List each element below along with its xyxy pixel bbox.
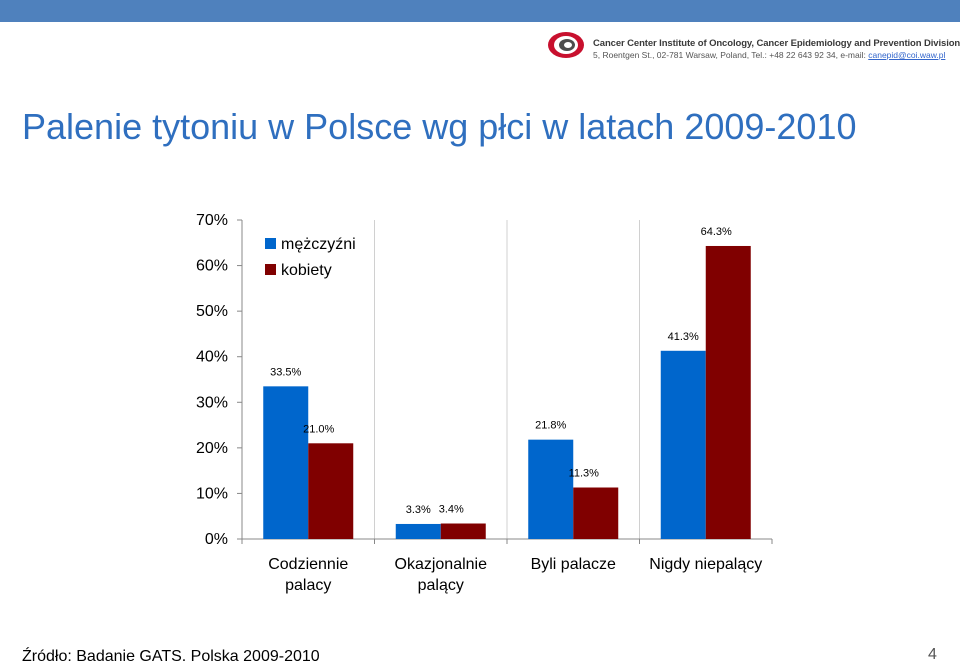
data-label: 41.3% [668,331,699,343]
address-text: 5, Roentgen St., 02-781 Warsaw, Poland, … [593,50,869,60]
y-tick-label: 20% [196,440,228,457]
data-label: 21.8% [535,420,566,432]
data-label: 64.3% [701,226,732,238]
page-number: 4 [928,646,937,663]
institute-logo [548,32,584,58]
legend-swatch-men [265,238,276,249]
data-label: 3.3% [406,504,431,516]
legend-label: kobiety [281,262,332,279]
y-tick-label: 50% [196,303,228,320]
category-label: palacy [285,577,331,594]
category-label: Okazjonalnie [395,556,488,573]
category-label: palący [418,577,464,594]
category-label: Nigdy niepalący [649,556,762,573]
data-label: 33.5% [270,366,301,378]
top-bar [0,0,960,22]
slide-title: Palenie tytoniu w Polsce wg płci w latac… [22,106,857,147]
y-tick-label: 70% [196,212,228,229]
bar-men [263,386,309,539]
email-link[interactable]: canepid@coi.waw.pl [868,50,946,60]
category-label: Codziennie [268,556,348,573]
bar-men [528,439,574,539]
data-label: 3.4% [439,504,464,516]
source-note: Źródło: Badanie GATS. Polska 2009-2010 [22,648,320,665]
organization-info: Cancer Center Institute of Oncology, Can… [593,38,960,60]
organization-name: Cancer Center Institute of Oncology, Can… [593,38,960,49]
y-tick-label: 10% [196,485,228,502]
category-label: Byli palacze [531,556,616,573]
bar-men [395,523,441,539]
data-label: 11.3% [569,468,600,480]
y-tick-label: 30% [196,394,228,411]
bar-women [573,487,619,539]
bar-women [308,443,354,539]
data-label: 21.0% [303,423,334,435]
y-tick-label: 0% [205,531,228,548]
y-tick-label: 60% [196,258,228,275]
y-tick-label: 40% [196,349,228,366]
legend-label: mężczyźni [281,236,356,253]
organization-address: 5, Roentgen St., 02-781 Warsaw, Poland, … [593,50,953,60]
bar-men [660,350,706,539]
bar-women [705,245,751,539]
bar-women [440,523,486,539]
legend-swatch-women [265,264,276,275]
